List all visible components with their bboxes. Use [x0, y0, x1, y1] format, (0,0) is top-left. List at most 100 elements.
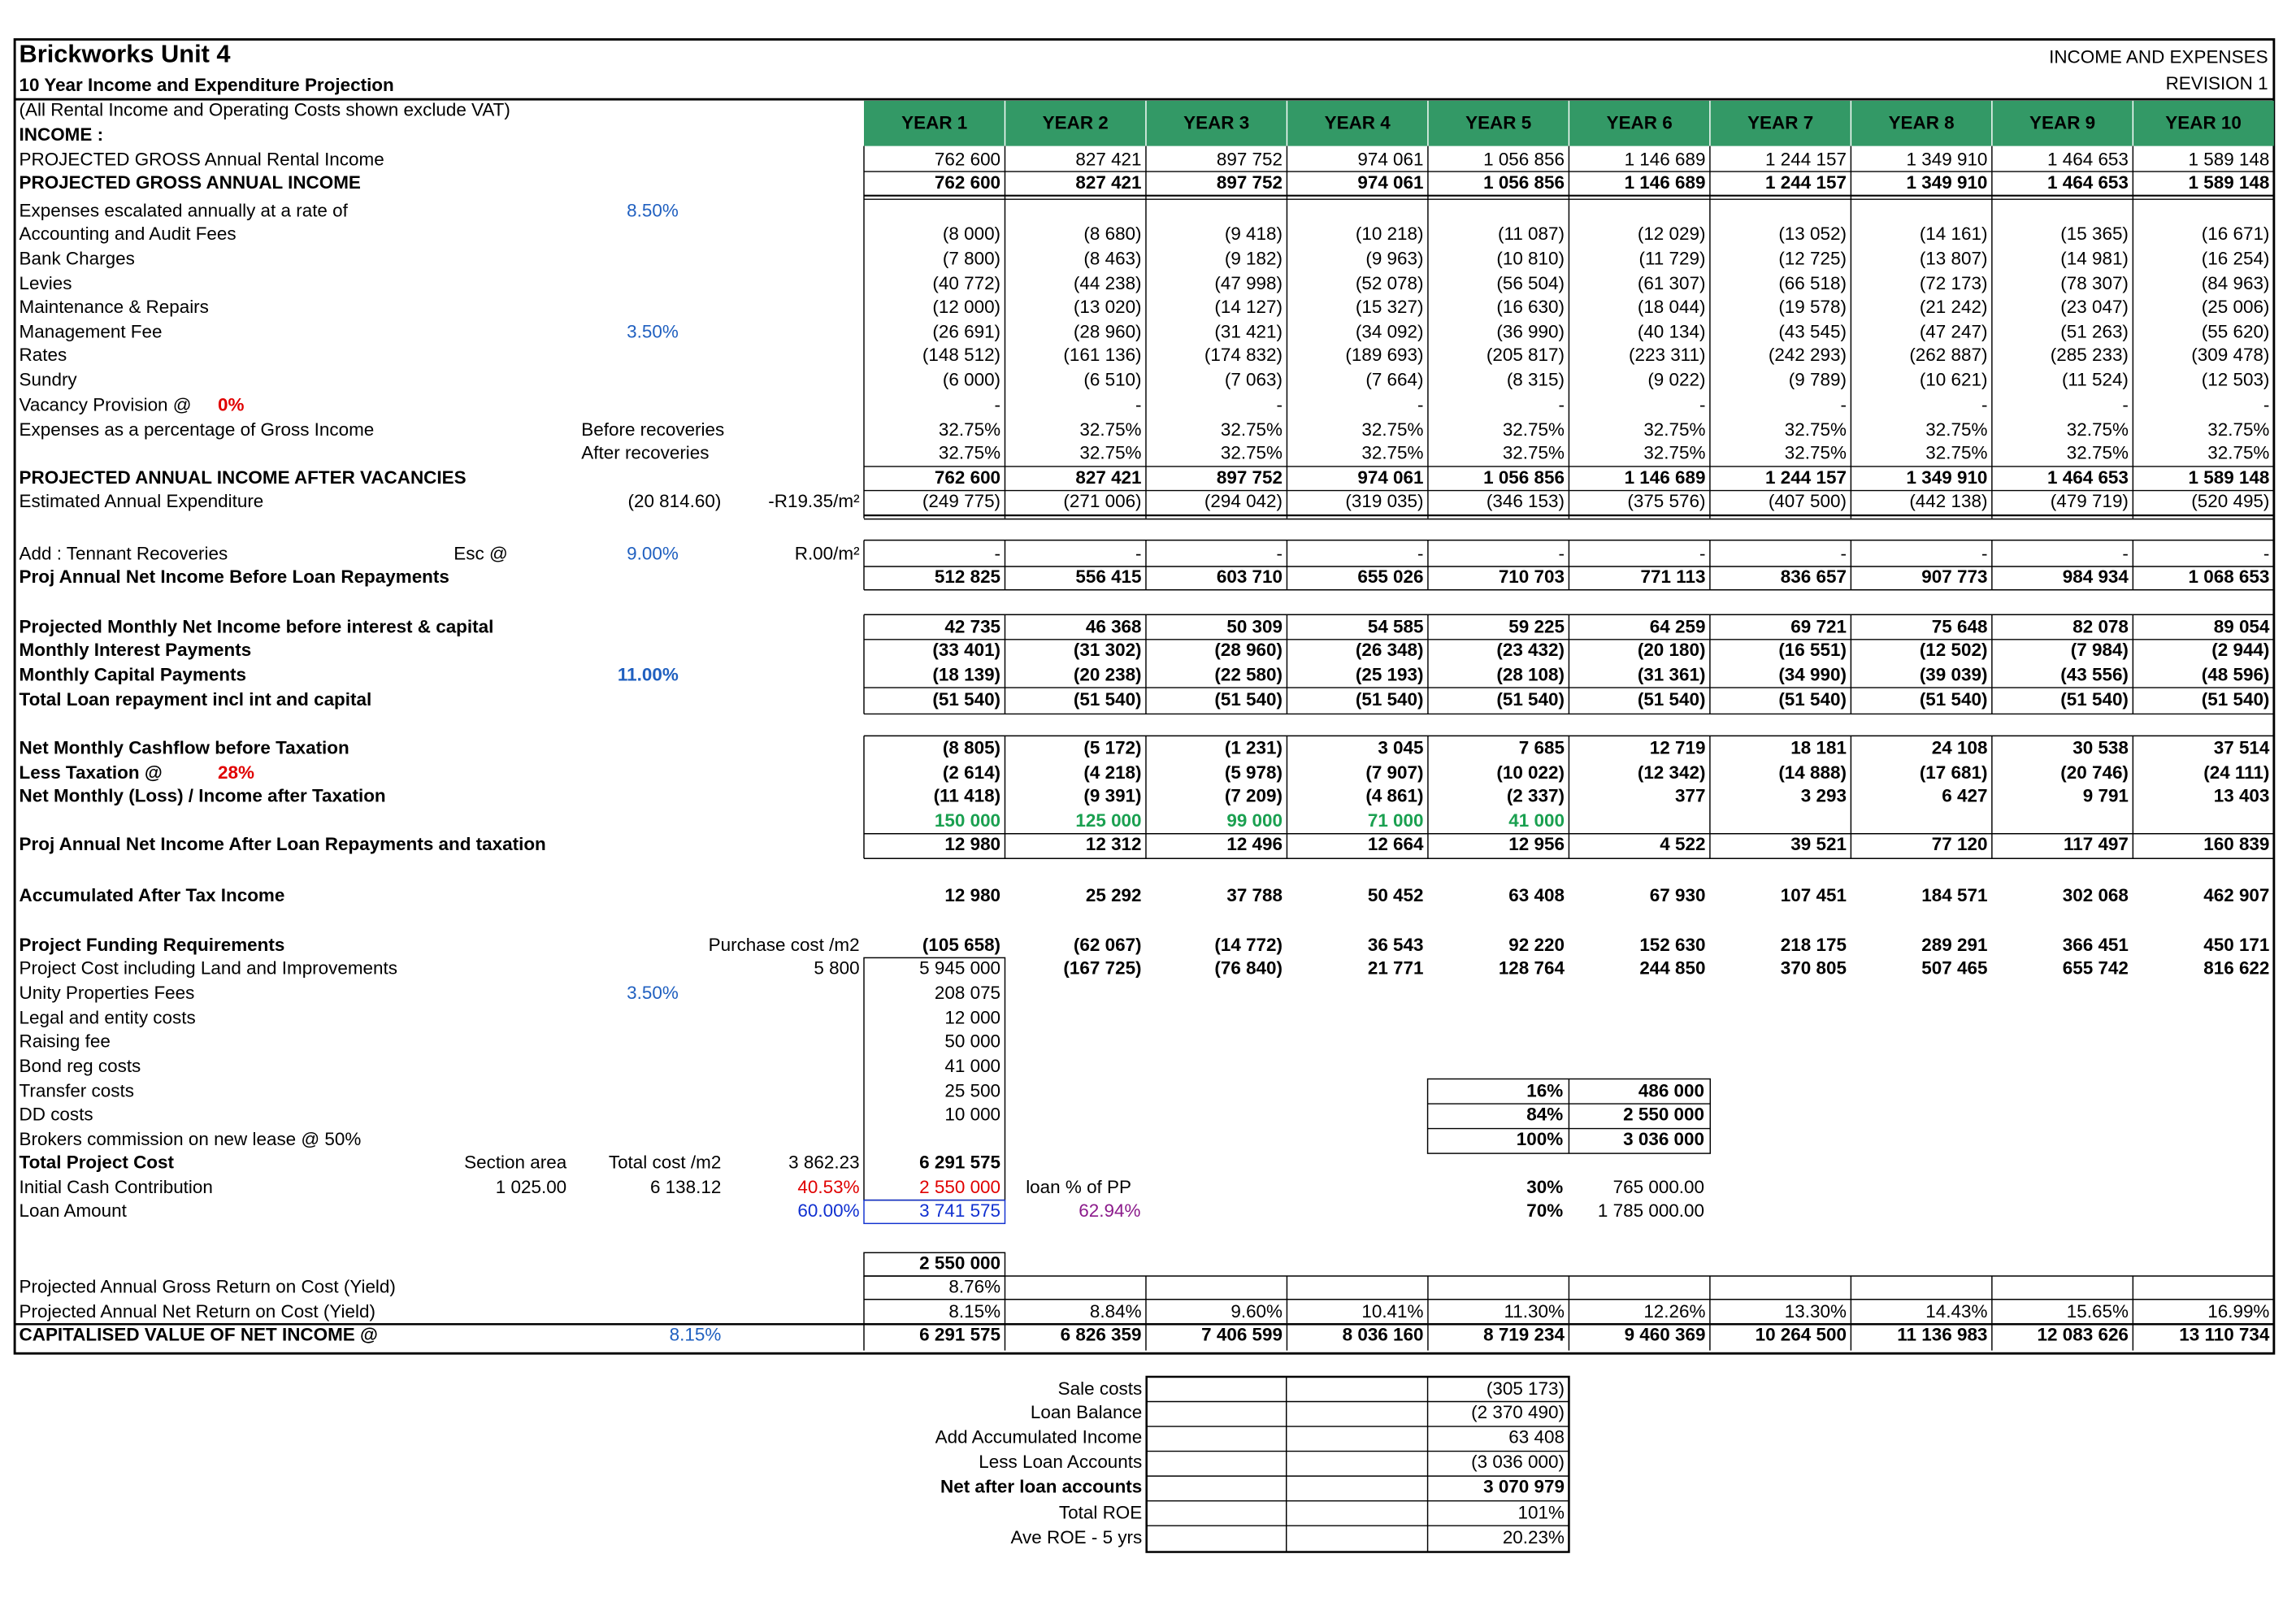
cell-value: 289 291 — [1921, 935, 1987, 955]
cell-value: 41 000 — [1508, 810, 1565, 831]
cell-value: (12 342) — [1638, 762, 1706, 783]
year-header: YEAR 10 — [2165, 113, 2242, 133]
cell-value: 556 415 — [1075, 566, 1141, 587]
cell-value: (16 671) — [2202, 224, 2270, 244]
cell-value: - — [2122, 394, 2128, 415]
cell-value: 13 403 — [2214, 786, 2270, 806]
cell-value: (11 524) — [2062, 370, 2129, 390]
row-label: Brokers commission on new lease @ 50% — [20, 1129, 362, 1149]
row-label: Proj Annual Net Income After Loan Repaym… — [20, 834, 546, 854]
row-label: DD costs — [20, 1104, 93, 1124]
cell-note: 60.00% — [797, 1200, 859, 1221]
cell-value: (10 810) — [1496, 249, 1565, 269]
cell-value: (9 418) — [1225, 224, 1283, 244]
cell-value: 36 543 — [1368, 935, 1424, 955]
cell-value: (9 182) — [1225, 249, 1283, 269]
cell-value: 24 108 — [1932, 737, 1988, 757]
cell-value: 12.26% — [1643, 1301, 1705, 1322]
cell-value: 1 244 157 — [1765, 150, 1847, 170]
cell-value: (249 775) — [922, 491, 1000, 511]
cell-value: 1 464 653 — [2047, 150, 2129, 170]
cell-value: (16 630) — [1496, 297, 1565, 317]
cell-value: (23 047) — [2060, 297, 2129, 317]
cell-value: 3 741 575 — [919, 1200, 1000, 1221]
cell-value: (262 887) — [1909, 345, 1987, 365]
cell-value: 603 710 — [1217, 566, 1283, 587]
row-label: Raising fee — [20, 1031, 111, 1052]
cell-note: 3 036 000 — [1623, 1129, 1704, 1149]
cell-value: 71 000 — [1368, 810, 1424, 831]
cell-value: (10 621) — [1920, 370, 1988, 390]
cell-value: (1 231) — [1225, 737, 1283, 757]
row-label: Net Monthly (Loss) / Income after Taxati… — [20, 786, 386, 806]
cell-value: (11 729) — [1639, 249, 1706, 269]
cell-value: 244 850 — [1639, 958, 1705, 979]
cell-value: (18 044) — [1638, 297, 1706, 317]
summary-value: (3 036 000) — [1471, 1452, 1565, 1472]
cell-value: (72 173) — [1920, 273, 1988, 293]
cell-value: (319 035) — [1345, 491, 1423, 511]
cell-value: (294 042) — [1204, 491, 1283, 511]
cell-value: (189 693) — [1345, 345, 1423, 365]
cell-value: (20 746) — [2060, 762, 2129, 783]
cell-value: - — [1135, 394, 1141, 415]
cell-value: 32.75% — [2207, 419, 2269, 440]
cell-value: 41 000 — [944, 1056, 1000, 1076]
cell-value: (26 348) — [1356, 640, 1424, 660]
year-header: YEAR 9 — [2029, 113, 2095, 133]
cell-value: 32.75% — [1079, 419, 1141, 440]
cell-note: (20 814.60) — [628, 491, 722, 511]
cell-value: 9 791 — [2083, 786, 2129, 806]
cell-value: 897 752 — [1217, 172, 1283, 193]
cell-value: 771 113 — [1641, 566, 1706, 587]
cell-value: 462 907 — [2203, 885, 2269, 905]
cell-value: (24 111) — [2203, 762, 2269, 783]
cell-value: (479 719) — [2051, 491, 2129, 511]
cell-value: 1 589 148 — [2189, 467, 2270, 488]
cell-value: (167 725) — [1063, 958, 1141, 979]
cell-value: (31 302) — [1074, 640, 1142, 660]
cell-value: (148 512) — [922, 345, 1000, 365]
cell-value: 1 349 910 — [1907, 467, 1988, 488]
row-label: Total Project Cost — [20, 1152, 175, 1173]
cell-note: 2 550 000 — [1623, 1104, 1704, 1124]
cell-note: 30% — [1526, 1177, 1563, 1197]
summary-label: Loan Balance — [1031, 1402, 1142, 1422]
cell-note: 40.53% — [797, 1177, 859, 1197]
year-header: YEAR 1 — [901, 113, 967, 133]
cell-value: 1 464 653 — [2047, 172, 2129, 193]
year-header: YEAR 6 — [1607, 113, 1673, 133]
cell-value: (7 209) — [1225, 786, 1283, 806]
cell-value: 655 742 — [2063, 958, 2129, 979]
cell-value: (11 087) — [1498, 224, 1565, 244]
cell-note: Total cost /m2 — [609, 1152, 721, 1173]
cell-value: 1 349 910 — [1907, 150, 1988, 170]
cell-value: 32.75% — [1221, 419, 1283, 440]
cell-value: 762 600 — [935, 150, 1000, 170]
cell-value: (520 495) — [2191, 491, 2269, 511]
summary-label: Ave ROE - 5 yrs — [1010, 1527, 1142, 1547]
cell-value: (76 840) — [1214, 958, 1283, 979]
row-label: Expenses escalated annually at a rate of — [20, 200, 349, 220]
row-label: Proj Annual Net Income Before Loan Repay… — [20, 566, 449, 587]
cell-note: -R19.35/m² — [768, 491, 860, 511]
cell-value: 50 309 — [1226, 616, 1283, 636]
row-label: Sundry — [20, 370, 78, 390]
row-label: Monthly Interest Payments — [20, 640, 252, 660]
cell-value: (84 963) — [2202, 273, 2270, 293]
cell-value: 8.84% — [1090, 1301, 1142, 1322]
year-header: YEAR 2 — [1043, 113, 1109, 133]
row-label: Loan Amount — [20, 1200, 128, 1221]
cell-note: R.00/m² — [795, 544, 860, 564]
cell-value: 13.30% — [1785, 1301, 1847, 1322]
cell-note: 1 025.00 — [496, 1177, 566, 1197]
cell-value: 37 788 — [1226, 885, 1283, 905]
cell-value: 1 464 653 — [2047, 467, 2129, 488]
cell-value: 6 291 575 — [919, 1325, 1000, 1345]
cell-value: (25 006) — [2202, 297, 2270, 317]
cell-value: (47 247) — [1920, 322, 1988, 342]
cell-value: (12 725) — [1778, 249, 1847, 269]
cell-value: 6 427 — [1942, 786, 1987, 806]
row-label: Net Monthly Cashflow before Taxation — [20, 737, 349, 757]
